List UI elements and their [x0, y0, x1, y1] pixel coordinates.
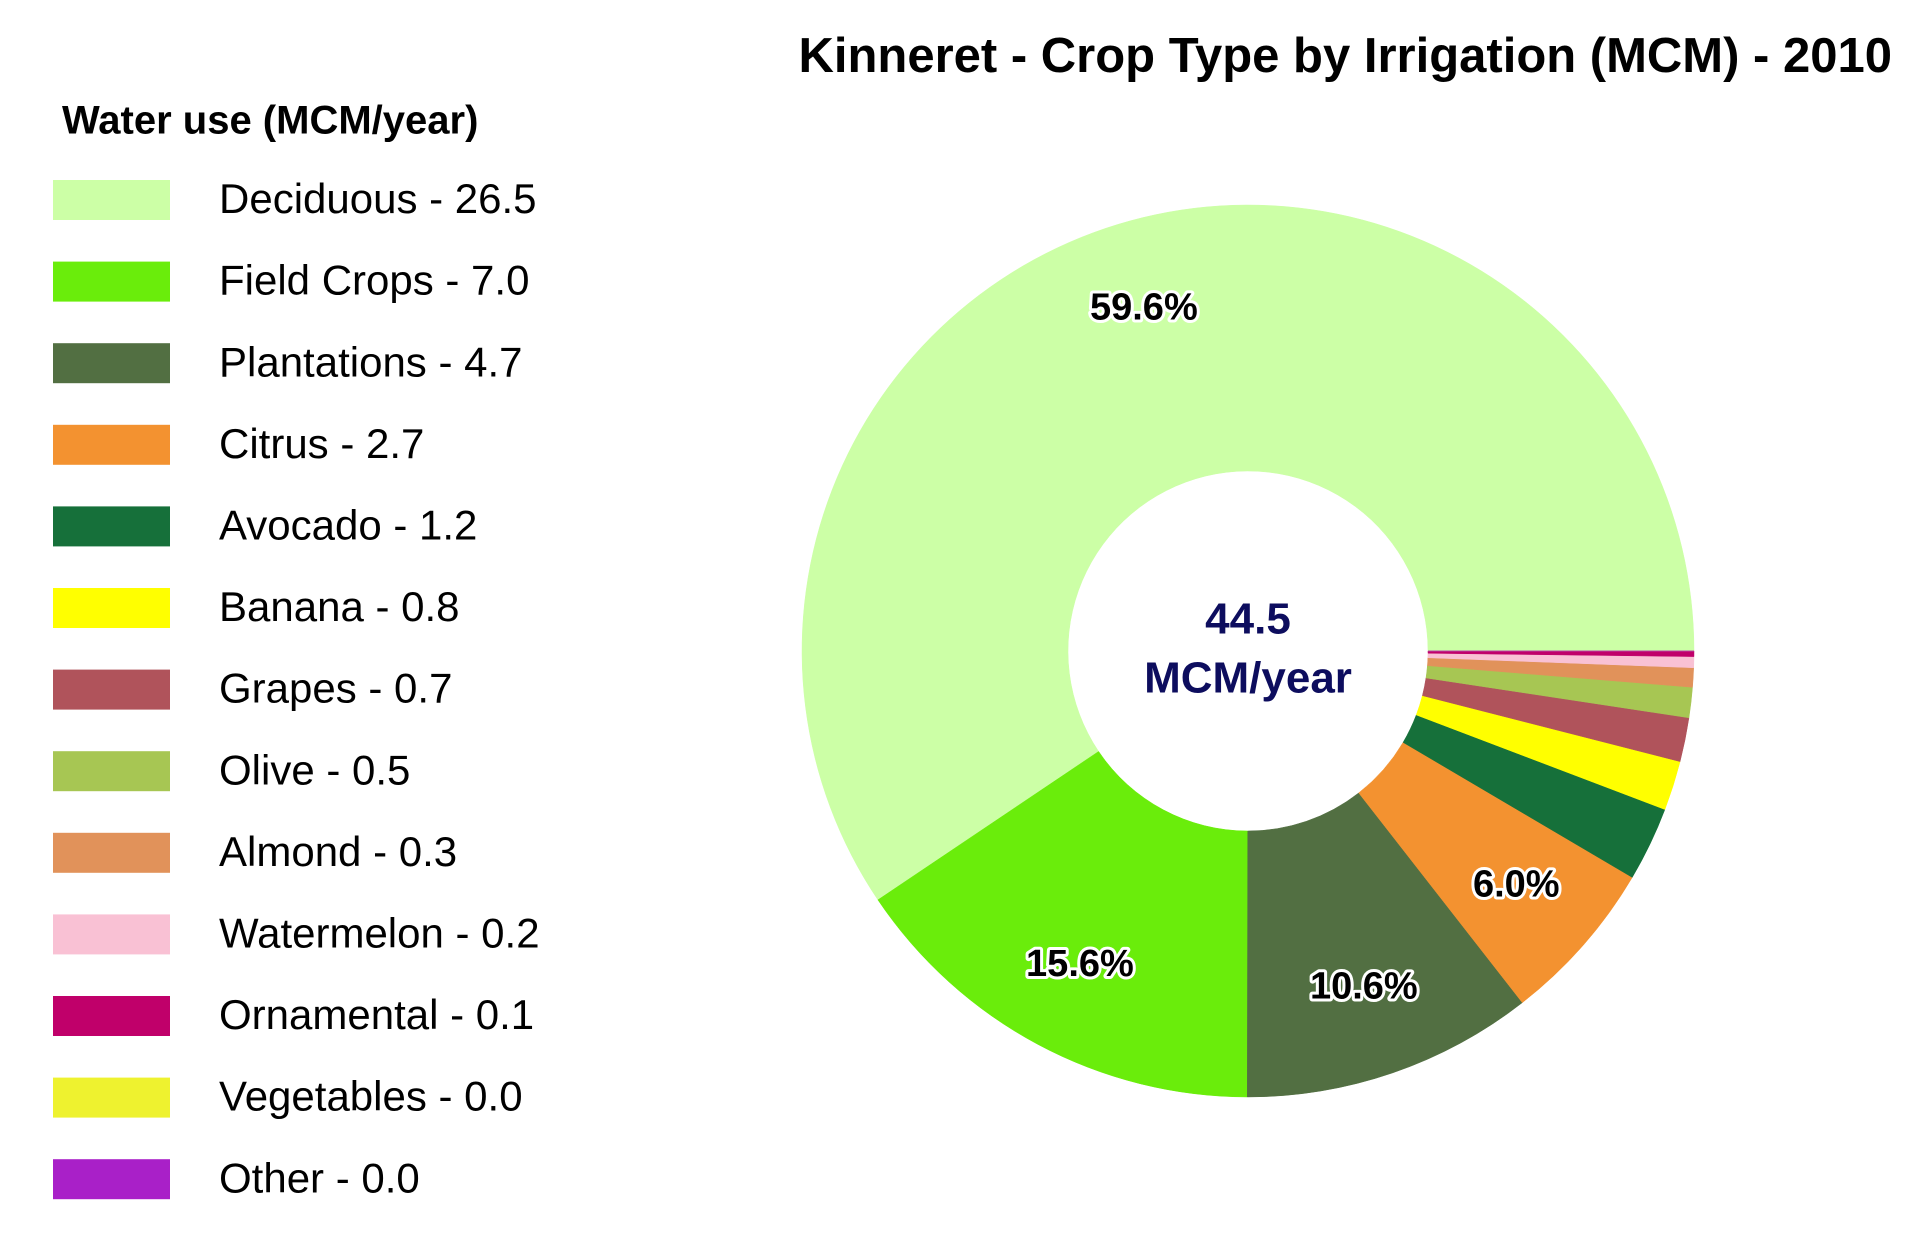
legend-swatch [53, 996, 170, 1036]
data-label: 15.6% [1026, 943, 1134, 985]
legend-label: Plantations - 4.7 [219, 338, 523, 385]
legend-label: Banana - 0.8 [219, 583, 460, 630]
data-label: 10.6% [1310, 966, 1418, 1008]
pie [801, 204, 1695, 1098]
slice [877, 751, 1248, 1098]
legend-swatch [53, 669, 170, 710]
data-label: 6.0% [1473, 864, 1560, 906]
legend-label: Vegetables - 0.0 [219, 1073, 523, 1120]
legend-swatch [53, 180, 170, 220]
legend-swatch [53, 914, 170, 955]
center-label: 44.5 [1205, 595, 1291, 644]
legend-swatch [53, 424, 170, 465]
legend-swatch [53, 1159, 170, 1200]
legend-swatch [53, 751, 170, 792]
legend-label: Field Crops - 7.0 [219, 257, 529, 304]
legend-label: Avocado - 1.2 [219, 501, 477, 548]
legend-label: Citrus - 2.7 [219, 420, 424, 467]
slice [801, 204, 1695, 901]
legend-swatch [53, 261, 170, 302]
chart-title: Kinneret - Crop Type by Irrigation (MCM)… [798, 29, 1892, 83]
legend-swatch [53, 343, 170, 384]
legend-label: Olive - 0.5 [219, 746, 410, 793]
slice [1247, 792, 1523, 1098]
legend-label: Almond - 0.3 [219, 828, 457, 875]
legend-label: Grapes - 0.7 [219, 665, 452, 712]
center-label: MCM/year [1144, 654, 1352, 703]
legend-label: Deciduous - 26.5 [219, 175, 537, 222]
legend-swatch [53, 506, 170, 547]
legend-label: Ornamental - 0.1 [219, 991, 534, 1038]
legend-label: Other - 0.0 [219, 1154, 420, 1201]
legend-title: Water use (MCM/year) [62, 99, 478, 143]
legend-label: Watermelon - 0.2 [219, 909, 540, 956]
legend-swatch [53, 588, 170, 628]
data-label: 59.6% [1090, 287, 1198, 329]
legend-swatch [53, 1077, 170, 1118]
legend-swatch [53, 832, 170, 873]
